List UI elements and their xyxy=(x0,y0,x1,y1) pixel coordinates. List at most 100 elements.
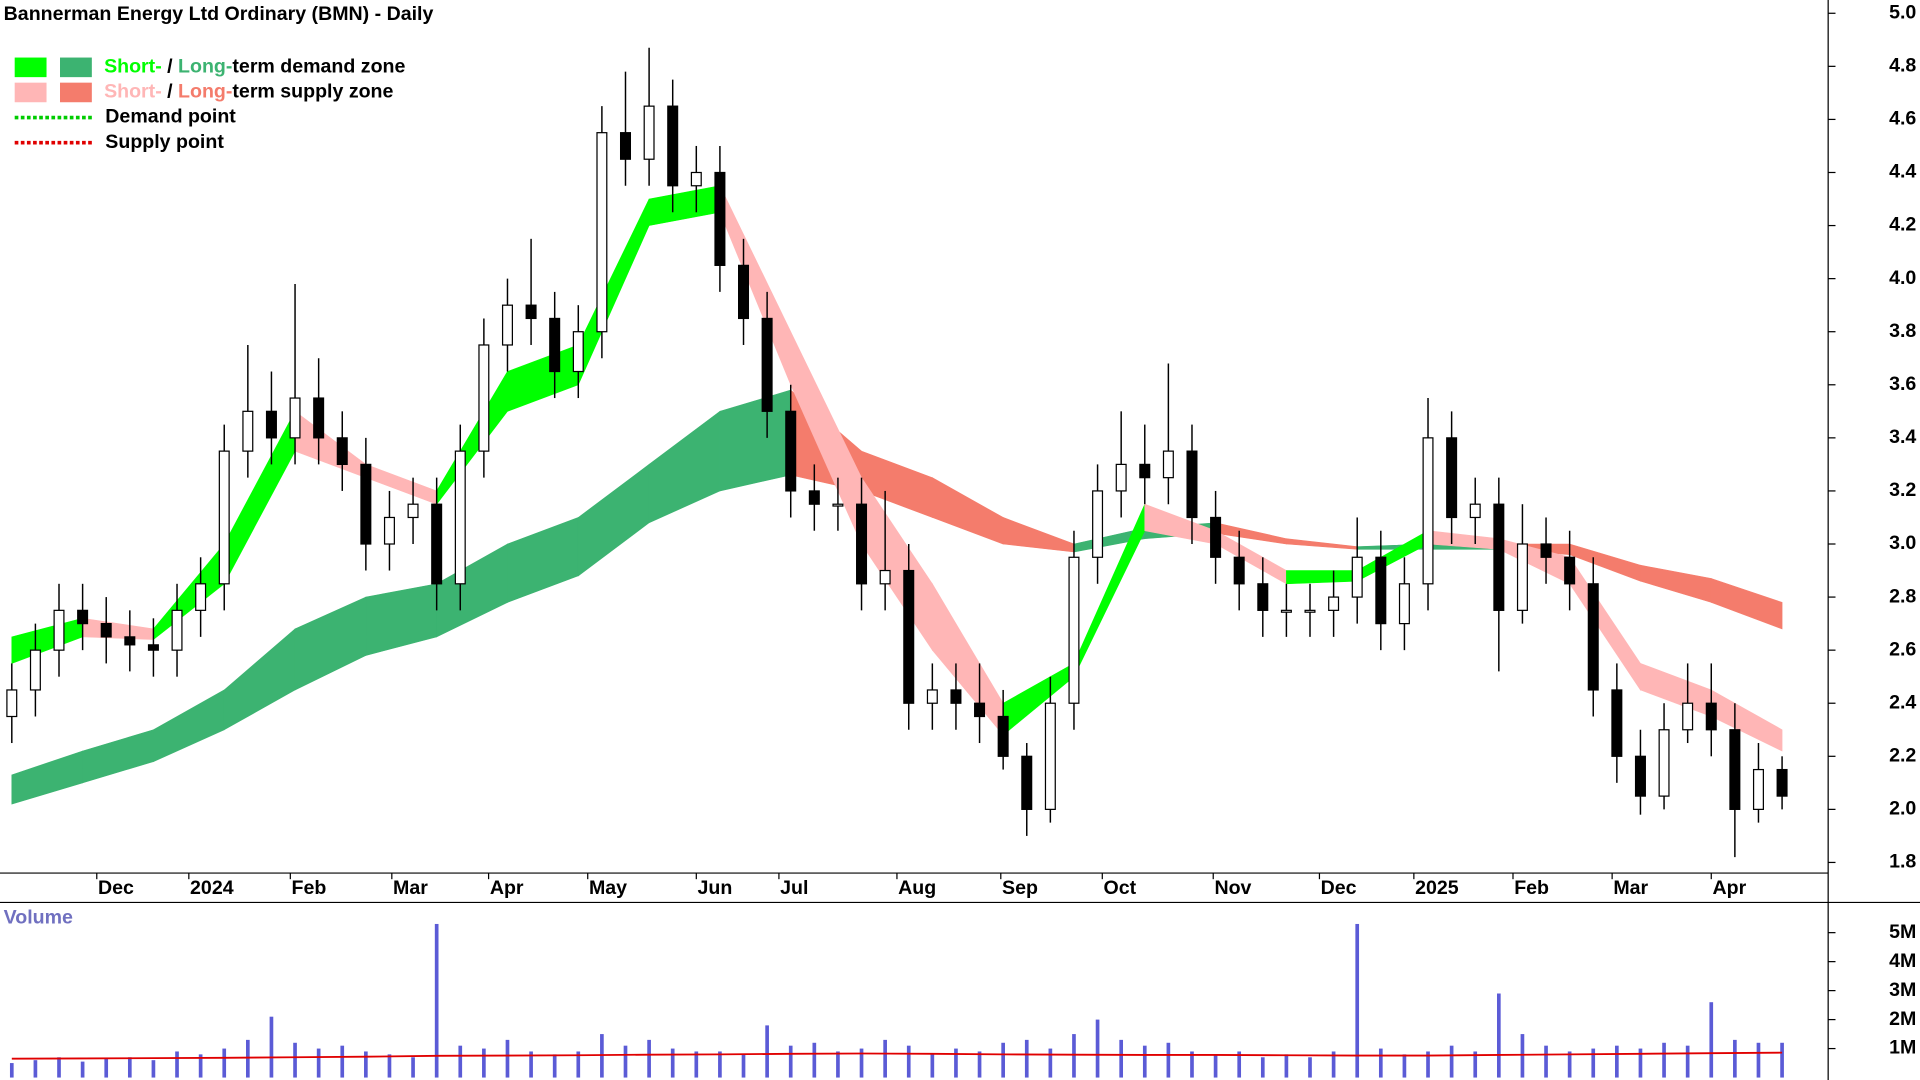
y-tick-label: 1.8 xyxy=(1889,851,1916,873)
volume-bar xyxy=(1119,1039,1124,1078)
volume-bar xyxy=(623,1045,628,1078)
candle-body xyxy=(738,264,750,320)
volume-bar xyxy=(954,1048,958,1078)
candle-body xyxy=(667,105,679,187)
y-tick-label: 4.0 xyxy=(1889,267,1916,289)
volume-bar xyxy=(104,1058,109,1078)
candle-body xyxy=(926,689,938,704)
candle-body xyxy=(1516,543,1528,611)
y-tick-label: 2.6 xyxy=(1889,638,1916,660)
candle-body xyxy=(242,410,254,452)
volume-bar xyxy=(364,1051,368,1078)
candle-body xyxy=(1304,609,1316,613)
candle-body xyxy=(6,689,18,718)
volume-average xyxy=(11,1051,1783,1060)
x-tick-label: Feb xyxy=(1514,877,1549,899)
volume-bar xyxy=(859,1048,864,1078)
volume-bar xyxy=(1473,1051,1478,1078)
volume-bar xyxy=(1355,923,1360,1078)
y-tick-label: 4.8 xyxy=(1889,55,1916,77)
y-tick-label: 4.6 xyxy=(1889,108,1916,130)
volume-tick-label: 3M xyxy=(1889,979,1916,1001)
legend-label: Short- / Long-term demand zone xyxy=(104,56,405,78)
volume-bar xyxy=(1378,1048,1383,1078)
x-tick-label: May xyxy=(589,877,627,899)
x-tick-label: Dec xyxy=(1321,877,1357,899)
y-tick-label: 2.4 xyxy=(1889,691,1916,713)
x-tick-label: Sep xyxy=(1002,877,1038,899)
volume-bar xyxy=(1685,1045,1690,1078)
volume-bar xyxy=(670,1048,675,1078)
candle-body xyxy=(100,623,112,638)
legend-label: Demand point xyxy=(105,106,236,128)
volume-bar xyxy=(434,923,439,1078)
volume-bar xyxy=(1662,1042,1666,1078)
candle-body xyxy=(431,503,443,585)
candle-body xyxy=(1682,702,1694,731)
candle-body xyxy=(1092,490,1104,558)
volume-bar xyxy=(33,1060,38,1078)
candle-body xyxy=(1705,702,1717,731)
legend-rest: term demand zone xyxy=(232,56,405,78)
candle-body xyxy=(53,609,65,651)
volume-bar xyxy=(552,1054,557,1078)
zones xyxy=(11,185,1783,805)
volume-bar xyxy=(1331,1051,1336,1078)
candle-body xyxy=(1446,437,1458,519)
volume-bar xyxy=(906,1045,911,1078)
volume-bar xyxy=(505,1039,510,1078)
volume-bar xyxy=(1544,1045,1548,1078)
volume-bar xyxy=(316,1048,321,1078)
candle-body xyxy=(218,450,230,585)
legend-swatch xyxy=(14,82,47,103)
volume-bar xyxy=(1756,1042,1761,1078)
volume-bar xyxy=(718,1051,722,1078)
volume-bar xyxy=(293,1042,297,1078)
x-tick-label: Feb xyxy=(292,877,327,899)
candles xyxy=(6,47,1788,1078)
y-tick-label: 2.0 xyxy=(1889,798,1916,820)
candle-body xyxy=(572,331,584,373)
candle-body xyxy=(289,397,301,439)
candle-body xyxy=(1351,556,1363,598)
volume-bar xyxy=(694,1051,699,1078)
volume-bar xyxy=(1142,1045,1147,1078)
candle-body xyxy=(997,715,1009,757)
candle-body xyxy=(1115,463,1127,492)
candle-body xyxy=(77,609,89,625)
candle-body xyxy=(903,569,915,704)
y-tick-label: 3.8 xyxy=(1889,320,1916,342)
volume-bar xyxy=(930,1054,935,1078)
candle-body xyxy=(619,132,632,160)
volume-bar xyxy=(269,1016,274,1078)
candle-body xyxy=(1328,596,1340,611)
candle-body xyxy=(478,344,490,452)
candle-body xyxy=(336,437,348,466)
candle-body xyxy=(1469,503,1481,519)
long-term-zone xyxy=(1710,578,1783,630)
candle-body xyxy=(1540,543,1552,558)
candle-body xyxy=(1210,516,1222,558)
volume-tick-label: 5M xyxy=(1889,921,1916,943)
volume-bar xyxy=(1520,1034,1525,1078)
volume-tick-label: 2M xyxy=(1889,1008,1916,1030)
legend-swatch xyxy=(60,82,92,103)
candle-body xyxy=(1611,689,1623,757)
candle-body xyxy=(1493,503,1505,611)
volume-bar xyxy=(1095,1019,1100,1078)
legend-long: Long- xyxy=(178,81,232,103)
candle-body xyxy=(1139,463,1151,479)
y-tick-label: 3.2 xyxy=(1889,479,1916,501)
candle-body xyxy=(171,609,183,651)
candle-body xyxy=(596,132,608,333)
volume-bar xyxy=(1048,1048,1053,1078)
candle-body xyxy=(761,317,773,412)
legend-long: Long- xyxy=(178,56,232,78)
volume-bar xyxy=(576,1051,581,1078)
candle-body xyxy=(124,636,136,646)
volume-bar xyxy=(1284,1054,1289,1078)
